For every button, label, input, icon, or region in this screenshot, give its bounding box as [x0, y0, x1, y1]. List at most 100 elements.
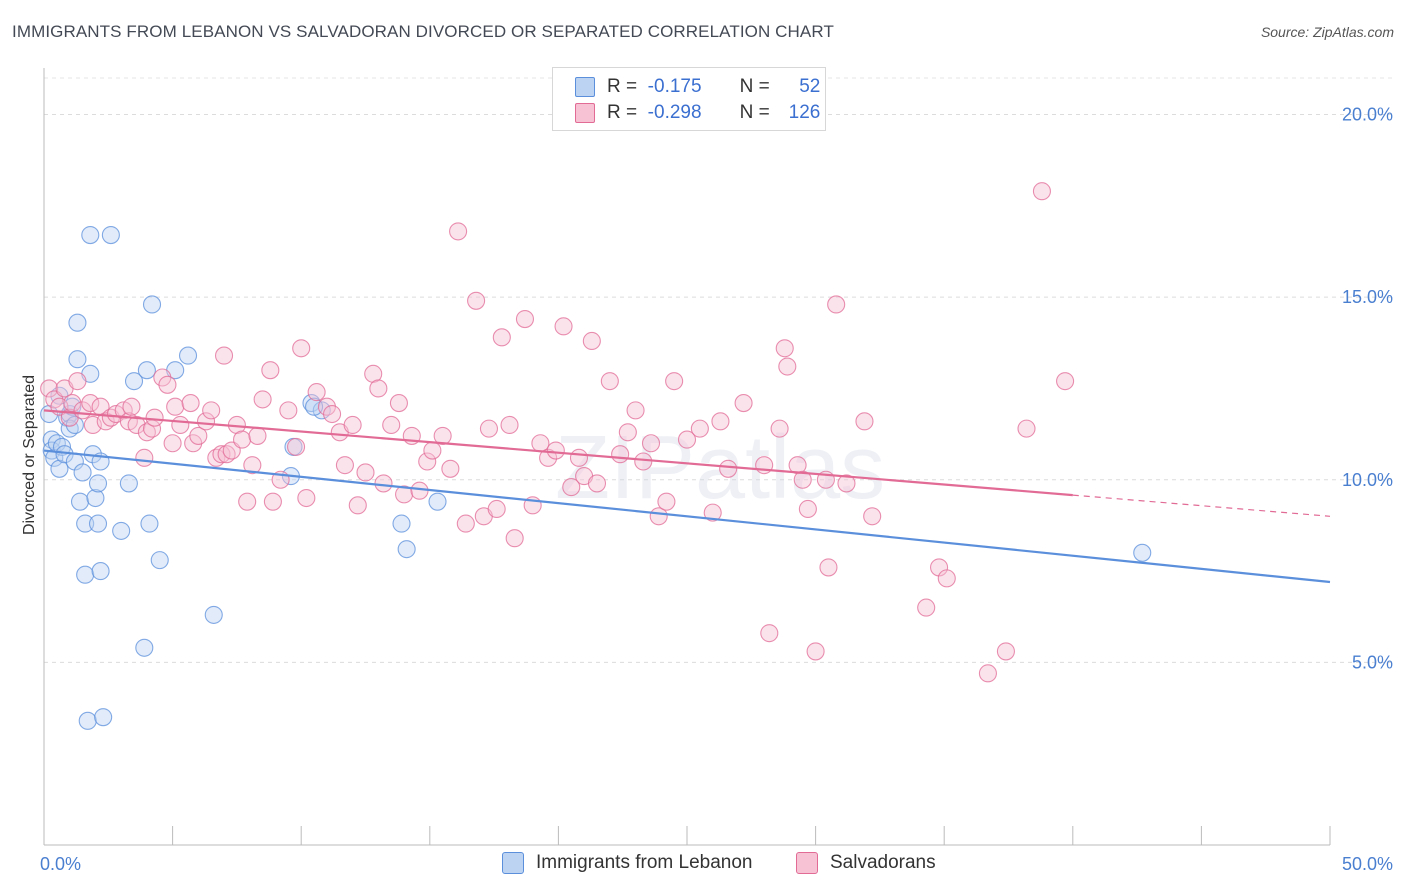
legend-swatch-lebanon [575, 77, 595, 97]
data-point [171, 415, 190, 435]
n-label: N = [739, 76, 770, 97]
y-tick-labels: 5.0% 10.0% 15.0% 20.0% [1342, 105, 1393, 673]
data-point [760, 624, 779, 643]
legend-swatch-salvadorans [575, 103, 595, 123]
legend-label-lebanon: Immigrants from Lebanon [536, 852, 753, 873]
stats-legend: R = -0.175 N = 52 R = -0.298 N = 126 [552, 67, 826, 131]
data-point [1017, 419, 1036, 438]
data-point [996, 642, 1015, 661]
data-points [40, 182, 1152, 730]
data-point [60, 419, 79, 438]
data-point [467, 291, 486, 310]
source-label: Source: ZipAtlas.com [1260, 24, 1394, 40]
data-point [719, 459, 738, 478]
data-point [158, 375, 177, 394]
data-point [243, 456, 262, 475]
data-point [248, 426, 267, 445]
data-point [397, 540, 416, 559]
data-point [78, 711, 97, 730]
trend-line [43, 409, 1073, 497]
data-point [88, 474, 108, 493]
data-point [253, 390, 272, 409]
data-point [135, 638, 154, 657]
data-point [150, 551, 169, 570]
stats-row-salvadorans: R = -0.298 N = 126 [575, 100, 820, 126]
data-point [196, 412, 216, 431]
data-point [806, 642, 825, 661]
data-point [323, 404, 342, 424]
data-point [487, 499, 506, 519]
data-point [793, 470, 812, 489]
data-point [492, 328, 511, 347]
legend-item-lebanon[interactable]: Immigrants from Lebanon [502, 852, 753, 874]
data-point [1056, 372, 1075, 391]
data-point [626, 401, 645, 420]
data-point [449, 222, 468, 241]
data-point [76, 565, 95, 584]
data-point [238, 492, 257, 511]
data-point [287, 437, 306, 456]
x-tick-labels: 0.0% 50.0% [40, 854, 1393, 874]
data-point [937, 569, 956, 588]
data-point [91, 562, 110, 581]
data-point [479, 419, 499, 438]
data-point [88, 514, 108, 533]
data-point [665, 372, 684, 391]
data-point [261, 361, 280, 380]
legend-swatch-salvadorans [796, 852, 818, 874]
trend-line [43, 449, 1331, 584]
data-point [142, 295, 162, 314]
data-point [232, 430, 252, 449]
data-point [305, 397, 324, 416]
data-point [1032, 182, 1051, 201]
r-label: R = [607, 76, 638, 97]
data-point [119, 474, 138, 493]
y-axis-label: Divorced or Separated [21, 375, 38, 535]
data-point [263, 492, 282, 511]
legend-label-salvadorans: Salvadorans [830, 852, 936, 873]
trend-line-extension [1072, 494, 1331, 517]
r-value: -0.175 [647, 76, 702, 97]
data-point [978, 664, 997, 683]
data-point [1133, 543, 1152, 562]
data-point [145, 408, 164, 427]
data-point [657, 492, 676, 511]
legend-swatch-lebanon [502, 852, 524, 874]
data-point [778, 357, 797, 376]
data-point [917, 598, 936, 617]
data-point [124, 372, 144, 391]
data-point [798, 499, 817, 519]
data-point [600, 372, 619, 391]
data-point [703, 503, 722, 522]
stats-row-lebanon: R = -0.175 N = 52 [575, 74, 820, 100]
data-point [770, 419, 789, 438]
data-point [101, 226, 120, 245]
data-point [369, 379, 388, 398]
data-point [505, 529, 524, 548]
n-label: N = [739, 102, 770, 123]
y-tick-label: 10.0% [1342, 470, 1393, 490]
data-point [456, 514, 475, 533]
data-point [433, 426, 452, 445]
data-point [539, 448, 558, 467]
axes [43, 68, 1331, 846]
legend-item-salvadorans[interactable]: Salvadorans [796, 852, 936, 874]
y-tick-label: 15.0% [1342, 287, 1393, 307]
data-point [81, 226, 100, 245]
data-point [279, 401, 298, 420]
data-point [819, 558, 838, 577]
data-point [582, 331, 601, 351]
data-point [86, 488, 105, 508]
data-point [827, 295, 846, 314]
data-point [63, 394, 82, 413]
data-point [410, 481, 429, 500]
data-point [356, 463, 375, 482]
data-point [112, 521, 131, 540]
data-point [40, 379, 59, 398]
data-point [214, 346, 234, 365]
series-legend: Immigrants from Lebanon Salvadorans [0, 852, 1406, 876]
data-point [81, 394, 100, 413]
data-point [775, 339, 794, 358]
data-point [734, 394, 753, 413]
data-point [297, 488, 316, 508]
